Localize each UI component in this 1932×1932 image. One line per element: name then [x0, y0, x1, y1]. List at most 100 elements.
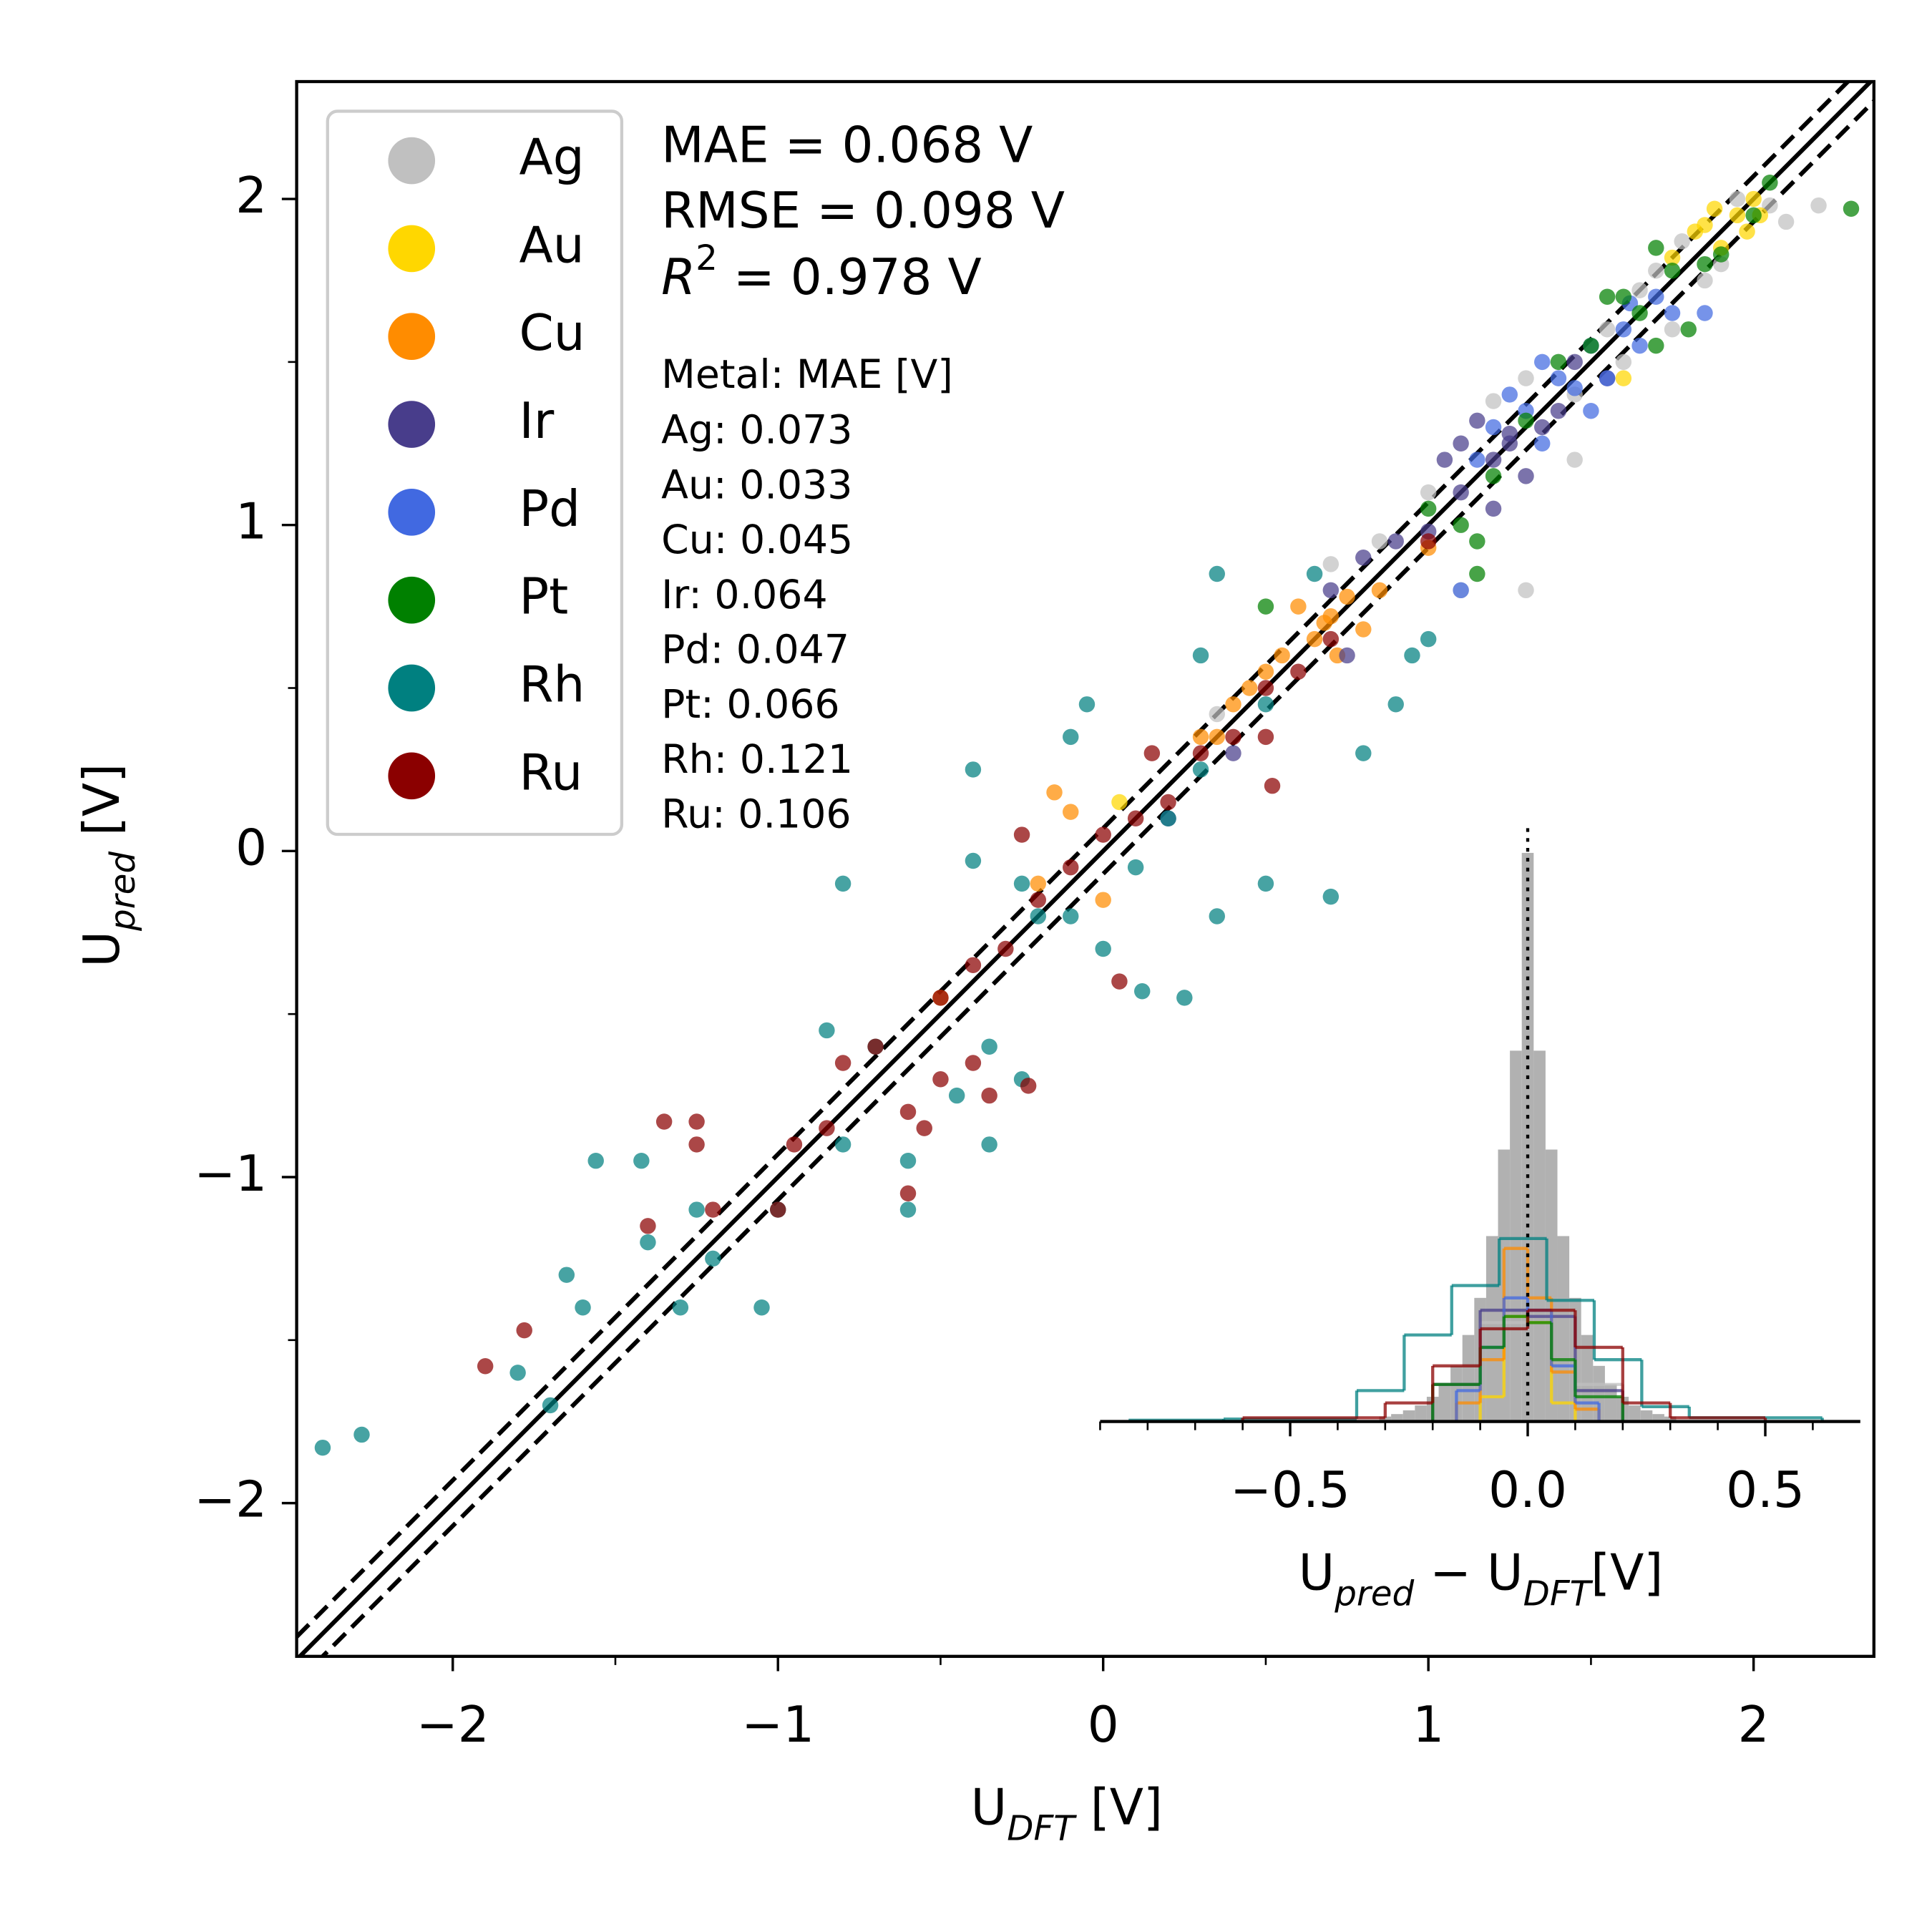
y-tick-label: 0 — [235, 819, 267, 877]
x-tick-label: 1 — [1413, 1697, 1444, 1754]
hist-bar — [1545, 1149, 1558, 1422]
data-point — [516, 1322, 532, 1339]
data-point — [1046, 784, 1063, 801]
hist-bar — [1557, 1236, 1570, 1422]
data-point — [916, 1120, 932, 1136]
legend-box — [326, 109, 624, 836]
data-point — [932, 1071, 949, 1088]
data-point — [899, 1152, 917, 1169]
legend-label: Cu — [519, 305, 585, 362]
label-base: U — [971, 1780, 1008, 1837]
data-point — [1615, 370, 1632, 386]
label-sub: DFT — [1523, 1574, 1594, 1614]
data-point — [834, 1136, 852, 1153]
data-point — [1453, 582, 1469, 599]
x-axis-label: UDFT [V] — [971, 1780, 1163, 1849]
data-point — [1583, 402, 1599, 419]
data-point — [948, 1087, 965, 1104]
data-point — [1485, 393, 1502, 409]
data-point — [1420, 533, 1437, 550]
data-point — [1404, 647, 1420, 664]
data-point — [1745, 190, 1762, 208]
data-point — [1615, 321, 1632, 338]
data-point — [997, 940, 1014, 957]
data-point — [1209, 908, 1225, 924]
data-point — [1257, 680, 1274, 696]
x-tick-label: 0.5 — [1726, 1462, 1805, 1519]
data-point — [1063, 859, 1079, 876]
data-point — [1355, 621, 1372, 638]
data-point — [1030, 892, 1047, 908]
data-point — [1469, 452, 1485, 468]
data-point — [899, 1201, 917, 1218]
data-point — [1209, 728, 1225, 746]
data-point — [1739, 223, 1755, 240]
data-point — [1436, 452, 1453, 468]
legend-label: Pd — [519, 481, 581, 538]
data-point — [1241, 680, 1258, 696]
label-rest: [V] — [1591, 1545, 1663, 1602]
data-point — [1355, 550, 1372, 566]
data-point — [965, 852, 982, 869]
data-point — [981, 1038, 997, 1055]
data-point — [1013, 826, 1030, 843]
label-base: U — [1299, 1545, 1335, 1602]
label-sub: pred — [103, 852, 143, 932]
legend-label: Pt — [519, 569, 569, 626]
data-point — [819, 1022, 835, 1039]
parity-line — [296, 82, 1874, 1657]
data-point — [1664, 263, 1681, 279]
data-point — [753, 1299, 770, 1316]
data-point — [1339, 647, 1355, 664]
label-base: U — [74, 931, 131, 967]
data-point — [1648, 288, 1664, 305]
data-point — [1680, 321, 1697, 338]
data-point — [1615, 353, 1632, 371]
data-point — [1063, 728, 1079, 746]
data-point — [1566, 353, 1583, 371]
data-point — [1192, 745, 1209, 761]
data-point — [1063, 804, 1079, 820]
annotation: Ag: 0.073 — [661, 408, 852, 454]
data-point — [477, 1358, 494, 1375]
x-tick-label: 0 — [1088, 1697, 1119, 1754]
legend-marker — [388, 489, 436, 536]
hist-bar — [1640, 1410, 1653, 1422]
legend-label: Ag — [519, 130, 585, 187]
annotation: Cu: 0.045 — [661, 517, 853, 563]
data-point — [819, 1120, 835, 1136]
label-base: U — [1487, 1545, 1523, 1602]
label-rest: [V] — [1075, 1780, 1163, 1837]
data-point — [1322, 556, 1340, 572]
data-point — [587, 1152, 604, 1169]
data-point — [1485, 452, 1502, 468]
data-point — [1518, 582, 1534, 599]
data-point — [1306, 565, 1323, 582]
data-point — [1566, 452, 1583, 468]
data-point — [1648, 337, 1664, 354]
data-point — [1729, 207, 1746, 224]
data-point — [1225, 745, 1241, 761]
y-axis-label: Upred [V] — [74, 763, 143, 967]
annotation-rest: = 0.978 V — [718, 249, 982, 306]
annotation-base: R — [661, 249, 696, 306]
annotation: Metal: MAE [V] — [661, 352, 953, 398]
data-point — [1469, 565, 1485, 582]
legend-marker — [388, 313, 436, 361]
data-point — [1176, 990, 1193, 1006]
annotation: R2 = 0.978 V — [661, 238, 982, 306]
annotation: RMSE = 0.098 V — [661, 182, 1065, 240]
data-point — [633, 1152, 650, 1169]
data-point — [688, 1113, 705, 1130]
data-point — [1453, 484, 1469, 501]
legend-marker — [388, 752, 436, 800]
data-point — [1355, 745, 1372, 761]
data-point — [899, 1185, 917, 1201]
data-point — [1469, 412, 1485, 429]
data-point — [1274, 647, 1290, 664]
data-point — [1160, 794, 1176, 811]
y-tick-label: −1 — [194, 1146, 267, 1203]
data-point — [1501, 386, 1518, 403]
